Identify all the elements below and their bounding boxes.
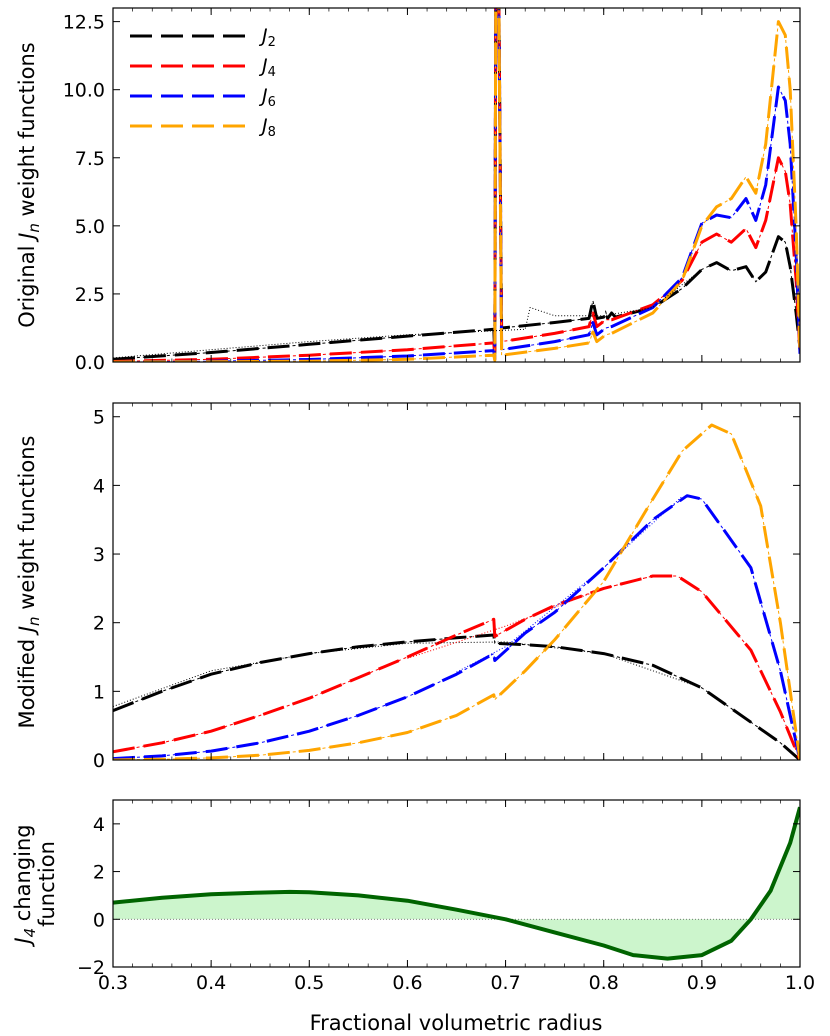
xtick-label: 0.4: [196, 972, 226, 994]
bottom-ticks: −2 0 2 4 0.3 0.4 0.5 0.6 0.7 0.8 0.9 1.0: [77, 800, 815, 994]
top-ytick-label: 7.5: [75, 148, 105, 170]
top-series-group: [113, 8, 800, 362]
middle-series-j6-reference: [456, 496, 683, 673]
top-ylabel-symbol: J: [15, 233, 39, 243]
xtick-label: 0.5: [294, 972, 324, 994]
bottom-ytick-label: 0: [93, 909, 105, 931]
top-ytick-label: 2.5: [75, 284, 105, 306]
middle-ylabel-symbol: J: [15, 626, 39, 636]
xtick-label: 0.6: [392, 972, 422, 994]
middle-ylabel: Modified Jn weight functions: [15, 436, 43, 729]
middle-ytick-label: 5: [93, 407, 105, 429]
top-series-j8: [113, 8, 800, 362]
bottom-series-group: [113, 806, 800, 961]
middle-ticks: 0 1 2 3 4 5: [93, 403, 801, 772]
top-series-j2-reference: [113, 269, 703, 359]
top-series-j6: [113, 8, 800, 362]
middle-series-j4: [113, 574, 800, 760]
top-ylabel-suffix: weight functions: [15, 42, 39, 223]
bottom-ylabel-line1: J4 changing: [11, 824, 39, 947]
middle-series-j2: [113, 633, 800, 760]
middle-ylabel-suffix: weight functions: [15, 436, 39, 617]
top-series-j2: [113, 8, 800, 361]
middle-ylabel-sub: n: [25, 616, 43, 626]
middle-ytick-label: 1: [93, 681, 105, 703]
top-ytick-label: 5.0: [75, 216, 105, 238]
bottom-ylabel-symbol: J: [11, 937, 35, 947]
top-ylabel-prefix: Original: [15, 239, 39, 328]
changing-fill-area: [113, 807, 800, 959]
legend-label-j8: J8: [258, 115, 276, 140]
top-series-j4: [113, 8, 800, 362]
top-series-j8-overlay: [113, 8, 800, 362]
bottom-ylabel-line2: function: [35, 841, 59, 927]
bottom-ytick-label: 2: [93, 862, 105, 884]
bottom-ylabel-sub: 4: [21, 928, 39, 938]
bottom-ytick-label: 4: [93, 814, 105, 836]
middle-series-j4-reference: [407, 575, 653, 659]
bottom-ylabel-suffix: changing: [11, 824, 35, 928]
xtick-label: 0.9: [687, 972, 717, 994]
middle-series-group: [113, 423, 800, 760]
middle-frame: [112, 402, 801, 761]
middle-series-j8-overlay: [113, 424, 800, 760]
middle-series-j4-overlay: [113, 575, 800, 760]
legend-label-j4: J4: [258, 55, 276, 80]
middle-series-j6-overlay: [113, 495, 800, 760]
xtick-label: 0.3: [98, 972, 128, 994]
bottom-ytick-label: −2: [77, 957, 105, 979]
panel-modified: 0 1 2 3 4 5 Modified Jn weight functions: [15, 402, 801, 772]
top-ylabel: Original Jn weight functions: [15, 42, 43, 327]
middle-series-j8: [113, 423, 800, 760]
top-series-j2-overlay: [113, 8, 800, 360]
top-ytick-label: 0.0: [75, 352, 105, 374]
bottom-frame: [112, 799, 801, 968]
middle-ylabel-prefix: Modified: [15, 632, 39, 728]
xtick-label: 1.0: [785, 972, 815, 994]
middle-series-j6: [113, 494, 800, 760]
middle-series-j2-overlay: [113, 634, 800, 760]
legend-label-j2: J2: [258, 25, 276, 50]
top-ylabel-sub: n: [25, 223, 43, 233]
top-ytick-label: 12.5: [63, 12, 105, 34]
top-ytick-label: 10.0: [63, 80, 105, 102]
middle-ytick-label: 4: [93, 475, 105, 497]
bottom-series-j4-changing-function: [113, 806, 800, 961]
middle-ytick-label: 2: [93, 613, 105, 635]
panel-original: 0.0 2.5 5.0 7.5 10.0 12.5 Original Jn weight …: [15, 7, 801, 374]
top-frame: [112, 7, 801, 363]
middle-ytick-label: 0: [93, 750, 105, 772]
x-axis-label: Fractional volumetric radius: [310, 1011, 603, 1035]
legend-label-j6: J6: [258, 85, 276, 110]
legend: J2 J4 J6 J8: [130, 25, 276, 140]
xtick-label: 0.7: [490, 972, 520, 994]
top-series-j6-overlay: [113, 8, 800, 362]
top-ticks: 0.0 2.5 5.0 7.5 10.0 12.5: [63, 8, 801, 374]
xtick-label: 0.8: [589, 972, 619, 994]
middle-ytick-label: 3: [93, 544, 105, 566]
top-series-j4-overlay: [113, 8, 800, 362]
